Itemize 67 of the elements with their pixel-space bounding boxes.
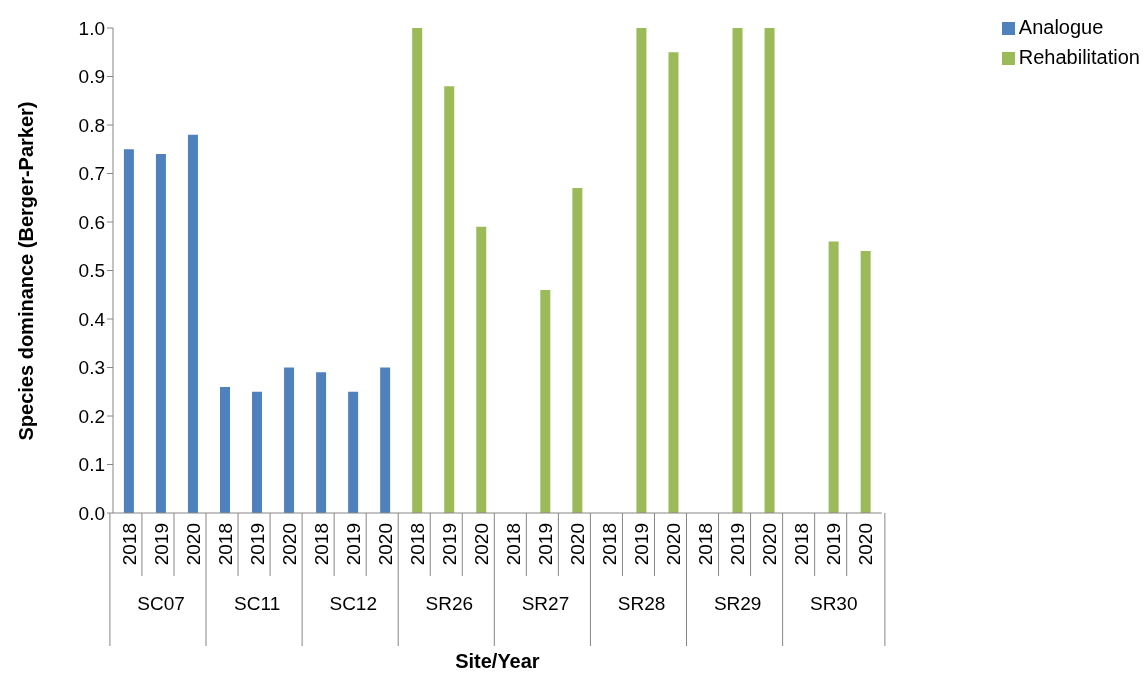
bar — [572, 188, 583, 513]
x-tick-label: 2018 — [599, 523, 621, 566]
bar — [636, 28, 647, 513]
y-tick-label: 0.7 — [78, 163, 105, 185]
y-tick-label: 0.9 — [78, 66, 105, 88]
bar — [668, 52, 679, 513]
bar — [860, 251, 871, 513]
text: SC11 — [234, 593, 281, 614]
bar — [155, 154, 166, 513]
y-tick-label: 0.3 — [78, 357, 105, 379]
y-tick-label: 0.2 — [78, 405, 105, 427]
x-tick-label: 2018 — [695, 523, 717, 566]
x-tick-label: 2019 — [342, 523, 364, 566]
legend-label: Analogue — [1018, 16, 1104, 38]
bar — [187, 134, 198, 513]
text: SR26 — [425, 593, 474, 614]
x-tick-label: 2018 — [503, 523, 525, 566]
x-tick-label: 2020 — [182, 523, 204, 566]
y-tick-label: 0.0 — [78, 502, 105, 524]
text: SR27 — [521, 593, 570, 614]
legend-label: Rehabilitation — [1018, 46, 1140, 68]
x-tick-label: 2019 — [535, 523, 557, 566]
x-tick-label: 2019 — [631, 523, 653, 566]
y-tick-label: 1.0 — [78, 17, 105, 39]
x-tick-label: 2018 — [791, 523, 813, 566]
y-axis-title: Species dominance (Berger-Parker) — [15, 101, 38, 441]
bar — [764, 28, 775, 513]
x-tick-label: 2020 — [471, 523, 493, 566]
y-tick-label: 0.5 — [78, 260, 105, 282]
x-tick-label: 2019 — [439, 523, 460, 566]
x-tick-label: 2018 — [310, 523, 332, 566]
text: SC07 — [137, 593, 185, 614]
bar — [828, 241, 839, 513]
x-tick-label: 2018 — [406, 523, 428, 566]
x-tick-label: 2020 — [855, 523, 877, 566]
bar — [540, 289, 551, 513]
bar — [444, 86, 455, 513]
text: SC12 — [329, 593, 378, 614]
y-tick-label: 0.6 — [78, 211, 105, 233]
x-tick-label: 2018 — [118, 523, 140, 566]
text: SR30 — [809, 593, 858, 614]
x-tick-label: 2019 — [823, 523, 845, 566]
bar — [252, 391, 263, 513]
x-tick-label: 2019 — [246, 523, 268, 566]
x-tick-label: 2020 — [374, 523, 396, 566]
x-tick-label: 2019 — [150, 523, 172, 566]
bar — [219, 386, 230, 513]
y-tick-label: 0.4 — [78, 308, 106, 330]
y-tick-label: 0.1 — [78, 454, 105, 476]
x-tick-label: 2020 — [567, 523, 589, 566]
x-tick-label: 2018 — [214, 523, 236, 566]
x-tick-label: 2020 — [759, 523, 781, 566]
x-tick-label: 2020 — [278, 523, 300, 566]
bar — [412, 28, 423, 513]
x-tick-label: 2020 — [663, 523, 685, 566]
bar — [348, 391, 359, 513]
y-tick-label: 0.8 — [78, 114, 105, 136]
x-axis-title: Site/Year — [455, 650, 540, 672]
text: SR28 — [617, 593, 666, 614]
bar — [123, 149, 134, 513]
bar — [476, 226, 487, 513]
bar — [732, 28, 743, 513]
bar — [316, 372, 327, 513]
text: SR29 — [713, 593, 762, 614]
x-tick-label: 2019 — [727, 523, 749, 566]
bar — [380, 367, 391, 513]
bar — [284, 367, 295, 513]
